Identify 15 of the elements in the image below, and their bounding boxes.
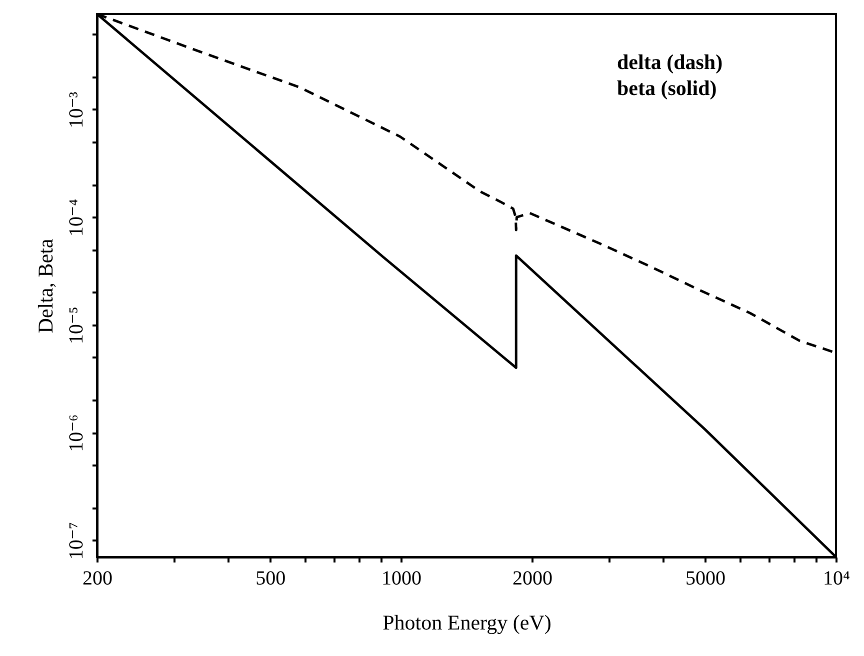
x-tick-label: 10⁴ bbox=[823, 568, 850, 590]
y-tick-label: 10⁻⁴ bbox=[66, 198, 88, 236]
annotation: beta (solid) bbox=[617, 76, 717, 100]
y-tick-label: 10⁻⁷ bbox=[66, 522, 88, 560]
x-axis-title: Photon Energy (eV) bbox=[382, 610, 552, 634]
y-tick-label: 10⁻⁶ bbox=[66, 414, 88, 452]
y-axis-title: Delta, Beta bbox=[34, 238, 58, 334]
annotation: delta (dash) bbox=[617, 50, 723, 74]
y-tick-label: 10⁻³ bbox=[66, 92, 88, 128]
x-tick-label: 200 bbox=[82, 568, 112, 590]
x-tick-label: 500 bbox=[256, 568, 286, 590]
x-tick-label: 5000 bbox=[686, 568, 726, 590]
x-tick-label: 1000 bbox=[382, 568, 422, 590]
y-tick-label: 10⁻⁵ bbox=[66, 306, 88, 344]
x-tick-label: 2000 bbox=[512, 568, 552, 590]
